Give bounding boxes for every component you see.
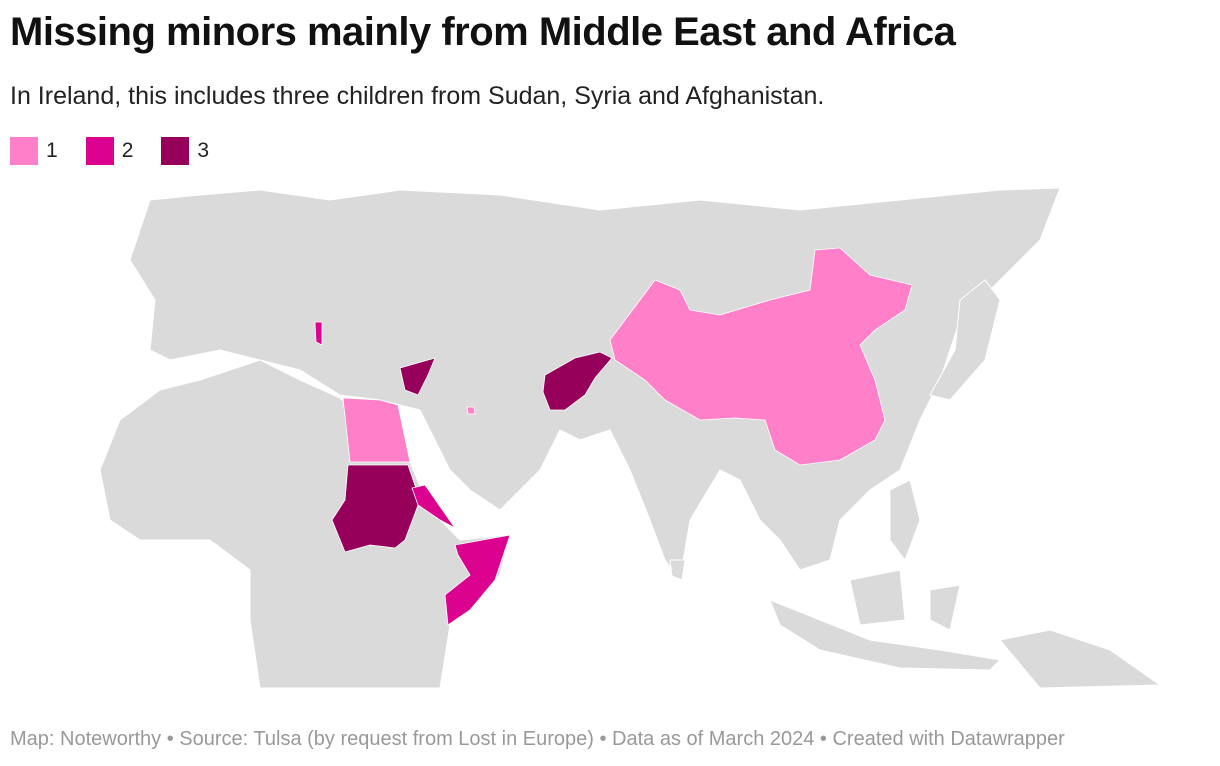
land bbox=[929, 279, 1001, 401]
title: Missing minors mainly from Middle East a… bbox=[10, 10, 956, 54]
land bbox=[999, 629, 1162, 689]
region bbox=[411, 484, 456, 529]
legend-label: 2 bbox=[121, 139, 134, 162]
region bbox=[331, 464, 421, 553]
region bbox=[314, 321, 323, 346]
legend-item: 2 bbox=[85, 137, 134, 165]
legend-item: 1 bbox=[10, 137, 58, 165]
land bbox=[99, 359, 511, 689]
legend-swatch bbox=[85, 137, 114, 165]
legend: 1 2 3 bbox=[10, 137, 209, 165]
regions bbox=[314, 247, 913, 626]
legend-label: 3 bbox=[197, 139, 210, 162]
region bbox=[399, 357, 436, 396]
region bbox=[542, 351, 613, 411]
region bbox=[466, 406, 476, 415]
land bbox=[929, 584, 961, 631]
legend-item: 3 bbox=[161, 137, 209, 165]
region bbox=[342, 397, 411, 463]
land bbox=[849, 569, 906, 626]
land bbox=[769, 599, 1002, 671]
land bbox=[889, 479, 921, 562]
legend-swatch bbox=[10, 137, 38, 165]
legend-label: 1 bbox=[46, 139, 58, 162]
region bbox=[444, 534, 511, 626]
subtitle: In Ireland, this includes three children… bbox=[10, 82, 825, 110]
land bbox=[669, 559, 686, 581]
footer: Map: Noteworthy • Source: Tulsa (by requ… bbox=[10, 728, 1065, 750]
region bbox=[609, 247, 913, 466]
base-map bbox=[99, 187, 1162, 689]
legend-swatch bbox=[161, 137, 190, 165]
